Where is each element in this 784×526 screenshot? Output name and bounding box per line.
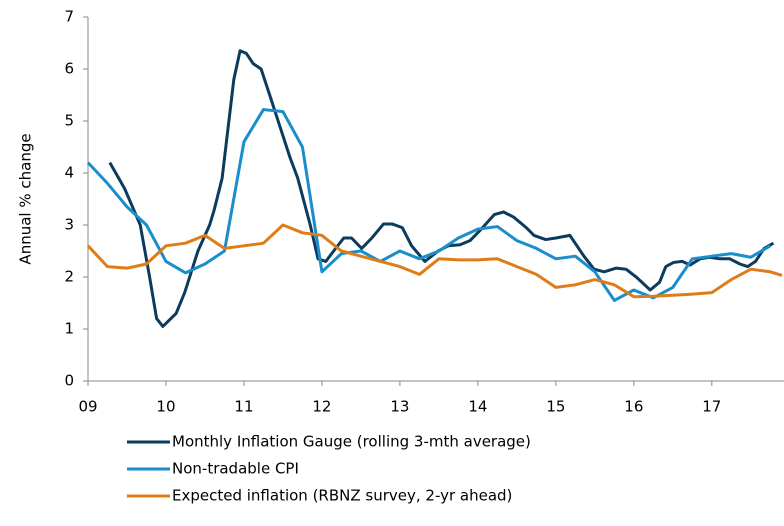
legend-label: Monthly Inflation Gauge (rolling 3-mth a… bbox=[172, 433, 531, 451]
y-tick-label: 0 bbox=[64, 372, 74, 390]
x-tick-label: 15 bbox=[546, 398, 565, 416]
x-tick-label: 12 bbox=[312, 398, 331, 416]
x-tick-label: 17 bbox=[702, 398, 721, 416]
y-tick-label: 4 bbox=[64, 164, 74, 182]
x-tick-label: 11 bbox=[234, 398, 253, 416]
y-tick-label: 5 bbox=[64, 112, 74, 130]
x-tick-label: 14 bbox=[468, 398, 487, 416]
legend-label: Expected inflation (RBNZ survey, 2-yr ah… bbox=[172, 487, 512, 505]
series-line bbox=[86, 108, 772, 302]
series-line bbox=[108, 49, 775, 328]
y-axis-label: Annual % change bbox=[17, 133, 35, 264]
y-tick-label: 6 bbox=[64, 60, 74, 78]
y-tick-label: 7 bbox=[64, 8, 74, 26]
x-tick-label: 13 bbox=[390, 398, 409, 416]
series-line bbox=[86, 223, 783, 299]
y-tick-label: 1 bbox=[64, 320, 74, 338]
x-tick-label: 10 bbox=[156, 398, 175, 416]
x-tick-label: 16 bbox=[624, 398, 643, 416]
y-tick-label: 3 bbox=[64, 216, 74, 234]
y-tick-label: 2 bbox=[64, 268, 74, 286]
legend-label: Non-tradable CPI bbox=[172, 460, 299, 478]
x-tick-label: 09 bbox=[78, 398, 97, 416]
